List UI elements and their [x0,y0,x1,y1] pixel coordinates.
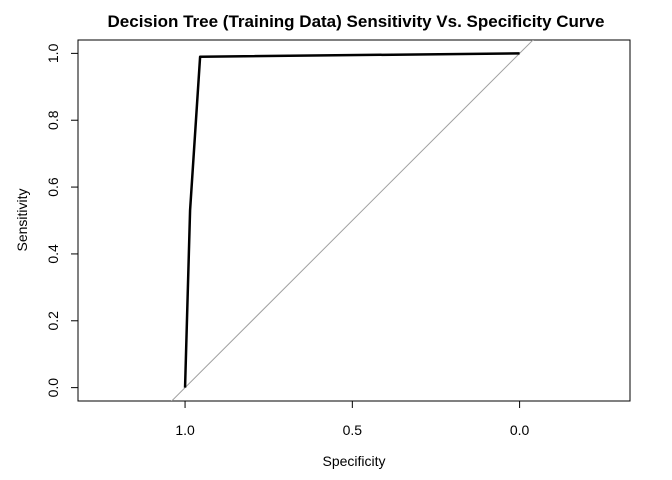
plot-content [170,40,534,401]
y-tick-label: 0.0 [45,378,61,398]
x-axis-label: Specificity [322,453,385,469]
x-tick-label: 0.0 [510,422,530,438]
y-tick-label: 1.0 [45,43,61,63]
y-tick-label: 0.2 [45,311,61,331]
y-tick-label: 0.6 [45,177,61,197]
y-axis: 0.0 0.2 0.4 0.6 0.8 1.0 [45,43,79,398]
roc-curve-line-0 [183,52,520,388]
x-tick-label: 0.5 [343,422,363,438]
x-axis: 1.0 0.5 0.0 [175,400,530,438]
reference-diagonal-line [170,40,534,401]
chart-title: Decision Tree (Training Data) Sensitivit… [108,12,605,31]
y-tick-label: 0.4 [45,244,61,264]
y-axis-label: Sensitivity [14,188,30,251]
x-tick-label: 1.0 [175,422,195,438]
y-tick-label: 0.8 [45,110,61,130]
plot-area-frame [77,39,631,402]
